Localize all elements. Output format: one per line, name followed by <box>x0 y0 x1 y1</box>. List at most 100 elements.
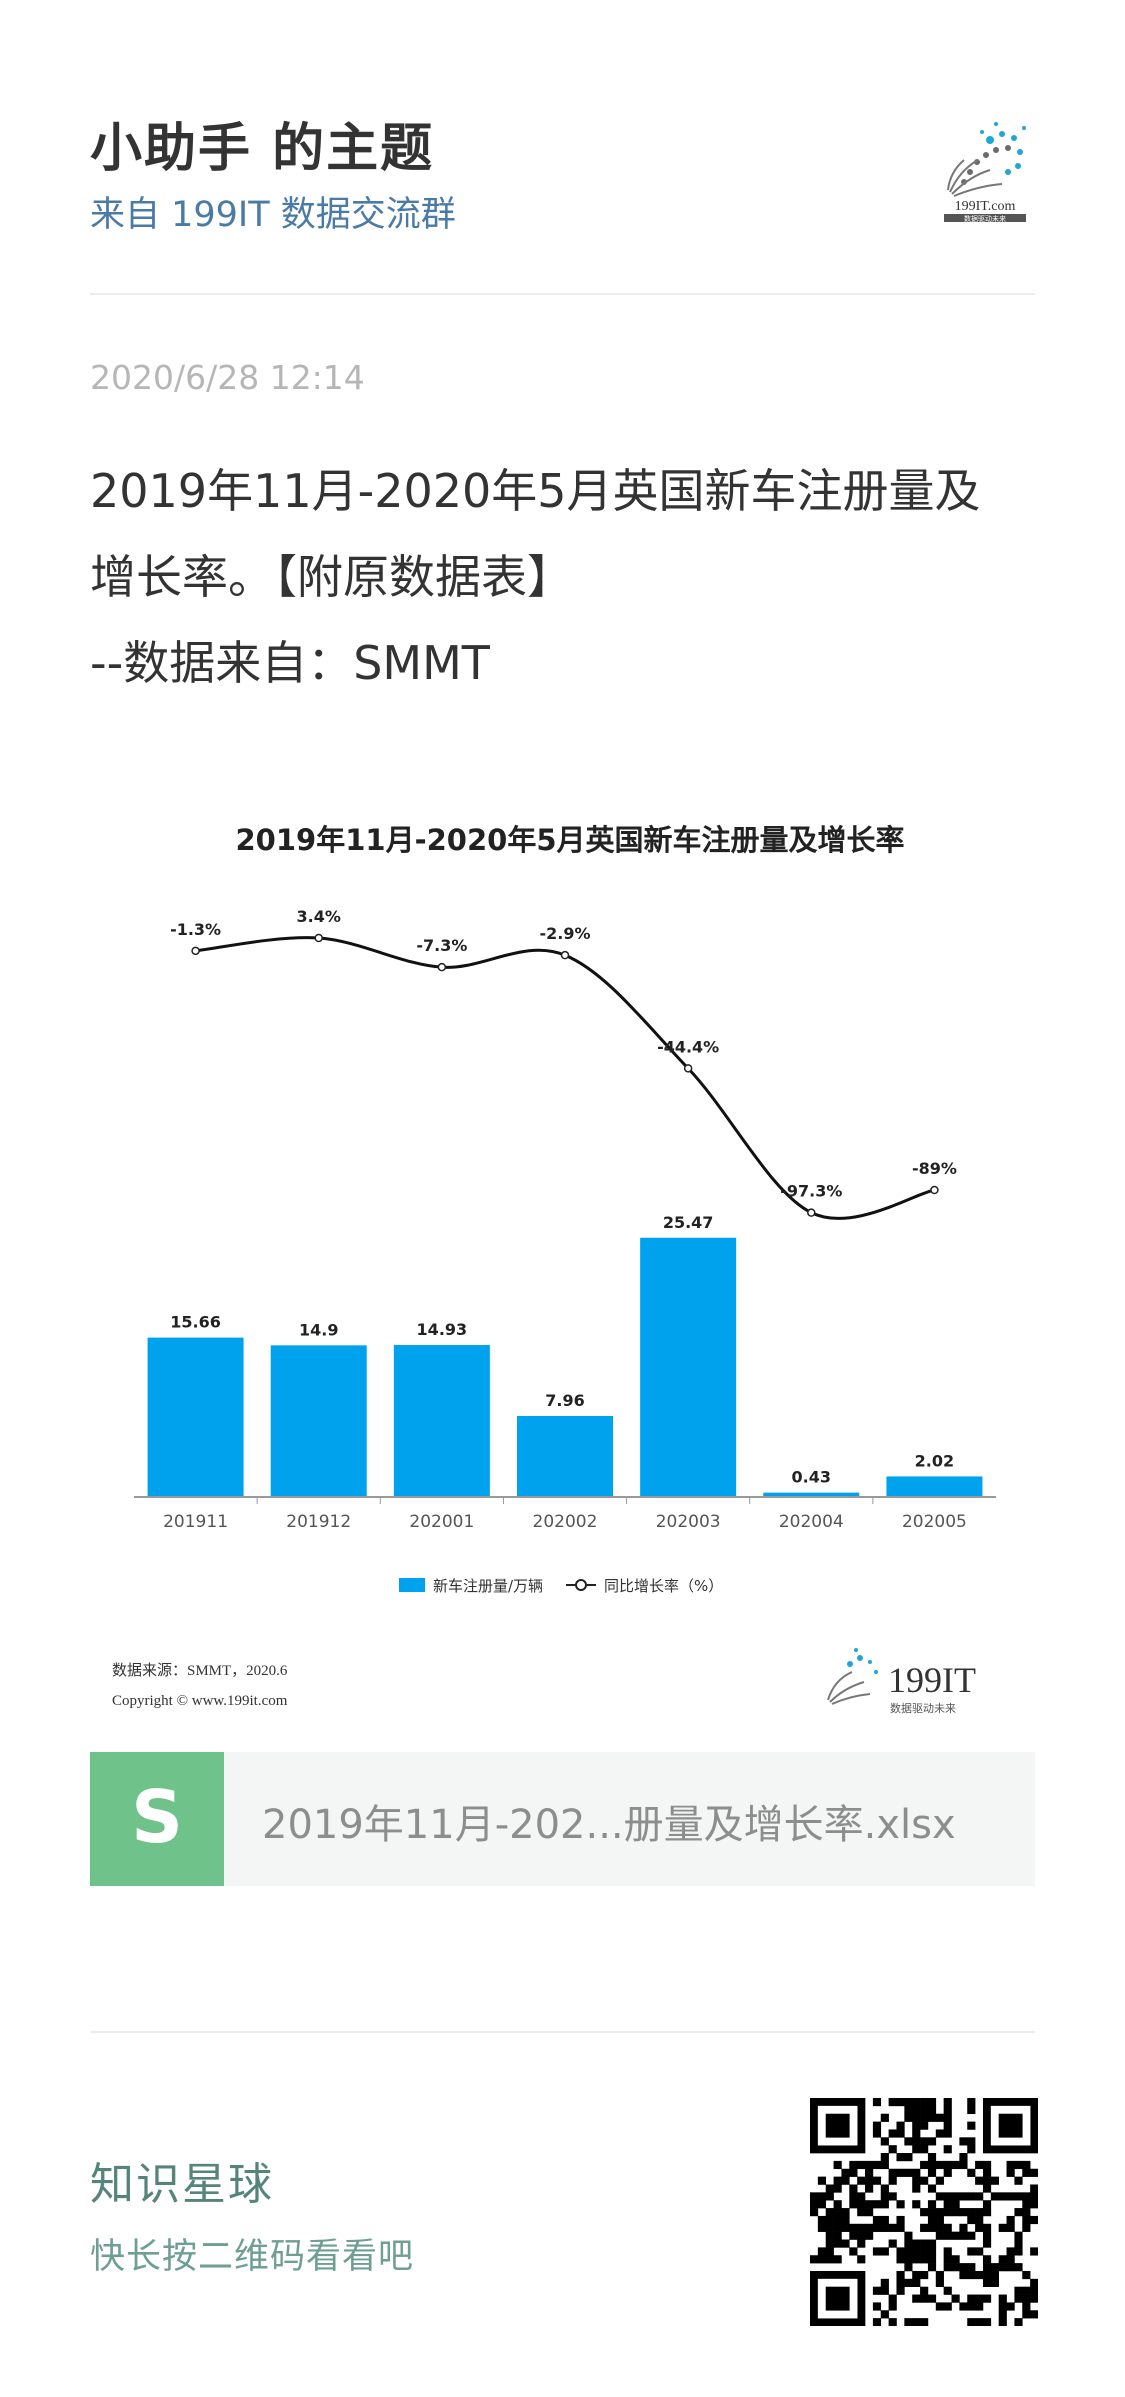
qr-module <box>857 2176 866 2185</box>
line-point <box>683 1064 693 1073</box>
qr-module <box>1022 2294 1031 2303</box>
qr-module <box>1030 2184 1039 2193</box>
qr-module <box>841 2215 850 2225</box>
qr-code[interactable] <box>810 2098 1039 2327</box>
qr-module <box>896 2098 905 2107</box>
qr-module <box>1030 2294 1039 2303</box>
qr-module <box>927 2113 937 2122</box>
chart-copyright: Copyright © www.199it.com <box>112 1693 288 1709</box>
qr-module <box>943 2105 952 2115</box>
qr-module <box>927 2239 937 2248</box>
attachment-file-name: 2019年11月-202...册量及增长率.xlsx <box>262 1802 956 1848</box>
bar-value-label: 0.43 <box>792 1468 831 1487</box>
qr-module <box>896 2270 905 2280</box>
qr-module <box>967 2302 976 2311</box>
qr-module <box>959 2160 968 2170</box>
group-source[interactable]: 来自 199IT 数据交流群 <box>90 195 456 235</box>
qr-module <box>943 2255 952 2264</box>
qr-module <box>865 2223 874 2232</box>
qr-module <box>920 2208 929 2217</box>
qr-module <box>935 2129 944 2138</box>
qr-module <box>1014 2263 1023 2272</box>
header-divider <box>90 293 1035 295</box>
x-axis-labels: 201911 201912 202001 202002 202003 202004 2020… <box>163 1497 967 1532</box>
qr-module <box>982 2231 992 2240</box>
post-date: 2020/6/28 12:14 <box>90 358 365 397</box>
qr-module <box>1006 2223 1015 2232</box>
qr-module <box>880 2223 889 2232</box>
qr-module <box>1006 2192 1015 2201</box>
qr-module <box>967 2105 976 2115</box>
qr-module <box>998 2263 1007 2272</box>
qr-module <box>943 2231 952 2240</box>
line-value-label: -7.3% <box>416 936 467 955</box>
qr-module <box>896 2278 905 2287</box>
qr-module <box>825 2247 834 2256</box>
qr-module <box>935 2302 944 2311</box>
qr-module <box>920 2223 929 2232</box>
qr-module <box>880 2113 889 2122</box>
qr-module <box>896 2200 905 2209</box>
qr-module <box>825 2223 834 2232</box>
qr-module <box>888 2192 897 2201</box>
qr-module <box>1006 2168 1015 2177</box>
qr-module <box>888 2318 897 2327</box>
qr-module <box>990 2263 999 2272</box>
post-line: 增长率。【附原数据表】 <box>90 550 573 604</box>
qr-module <box>943 2192 952 2201</box>
qr-module <box>927 2137 937 2146</box>
qr-module <box>865 2160 874 2170</box>
qr-module <box>912 2247 921 2256</box>
qr-module <box>975 2318 984 2327</box>
qr-module <box>975 2302 984 2311</box>
line-point <box>437 962 447 972</box>
x-tick-label: 201911 <box>163 1512 228 1532</box>
qr-module <box>912 2200 921 2209</box>
qr-module <box>1014 2208 1023 2217</box>
qr-module <box>1022 2168 1031 2177</box>
bar <box>147 1337 244 1497</box>
qr-module <box>982 2263 992 2272</box>
qr-module <box>912 2105 921 2115</box>
qr-module <box>849 2247 858 2256</box>
qr-module <box>990 2278 999 2287</box>
chart-image[interactable]: 2019年11月-2020年5月英国新车注册量及增长率 15.66 14.9 14.… <box>90 780 1050 1730</box>
qr-module <box>951 2192 960 2201</box>
qr-module <box>896 2168 905 2177</box>
attachment-card[interactable]: S 2019年11月-202...册量及增长率.xlsx <box>90 1752 1035 1886</box>
qr-module <box>1022 2192 1031 2201</box>
legend-bar-swatch <box>399 1578 425 1592</box>
x-tick-label: 202005 <box>902 1512 967 1532</box>
qr-module <box>967 2208 976 2217</box>
growth-line <box>195 936 935 1220</box>
qr-module <box>865 2168 874 2177</box>
qr-module <box>912 2184 921 2193</box>
qr-module <box>1006 2302 1015 2311</box>
qr-module <box>857 2239 866 2248</box>
qr-module <box>975 2215 984 2225</box>
line-point <box>930 1185 939 1195</box>
qr-module <box>872 2215 882 2225</box>
qr-module <box>927 2223 937 2232</box>
chart-brand-logo: 199IT 数据驱动未来 <box>827 1648 976 1715</box>
qr-module <box>943 2113 952 2122</box>
qr-module <box>935 2223 944 2232</box>
qr-module <box>904 2231 913 2240</box>
brand-logo-text: 199IT.com <box>955 199 1016 214</box>
qr-module <box>920 2294 929 2303</box>
qr-module <box>1006 2160 1015 2170</box>
qr-module <box>982 2223 992 2232</box>
qr-module <box>888 2223 897 2232</box>
qr-module <box>825 2255 834 2264</box>
qr-module <box>1030 2192 1039 2201</box>
post-content: 2019年11月-2020年5月英国新车注册量及 增长率。【附原数据表】 --数… <box>90 448 1050 706</box>
qr-module <box>888 2098 897 2107</box>
qr-module <box>888 2239 897 2248</box>
qr-module <box>920 2121 929 2130</box>
qr-module <box>927 2263 937 2272</box>
qr-module <box>982 2239 992 2248</box>
bar-value-label: 7.96 <box>545 1391 584 1410</box>
legend-line-label: 同比增长率（%） <box>604 1577 723 1595</box>
qr-module <box>975 2208 984 2217</box>
qr-module <box>959 2302 968 2311</box>
